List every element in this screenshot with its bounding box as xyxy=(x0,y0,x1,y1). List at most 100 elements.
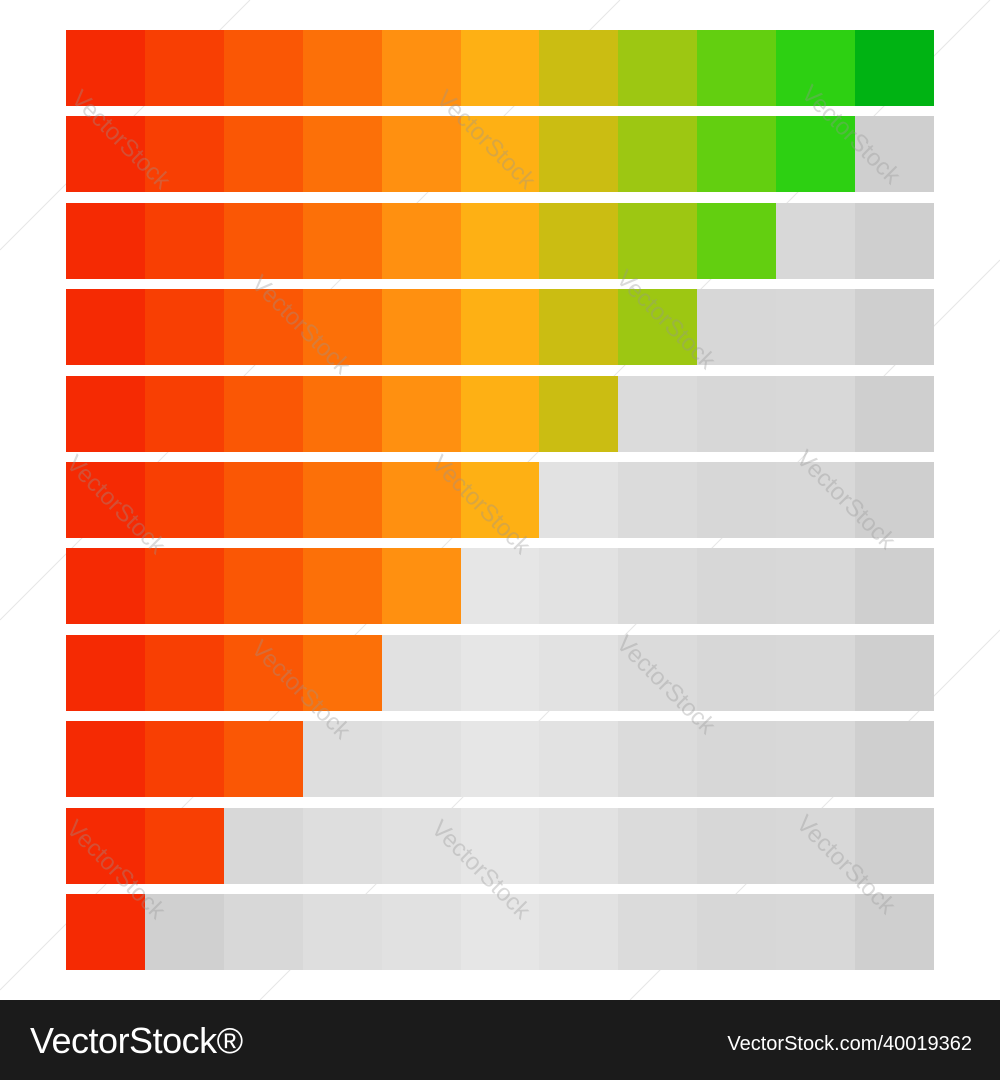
image-id-label: VectorStock.com/40019362 xyxy=(727,1033,972,1055)
level-meter-2 xyxy=(66,807,934,884)
filled-segment xyxy=(144,634,224,711)
empty-segment xyxy=(776,289,856,366)
filled-segment xyxy=(66,548,145,625)
level-meter-10 xyxy=(66,116,934,193)
filled-segment xyxy=(302,634,382,711)
filled-segment xyxy=(223,461,303,538)
footer-bar: VectorStock® VectorStock.com/40019362 xyxy=(0,1000,1000,1080)
empty-segment xyxy=(776,721,856,798)
empty-segment xyxy=(618,461,698,538)
filled-segment xyxy=(302,289,382,366)
filled-segment xyxy=(144,375,224,452)
filled-segment xyxy=(381,30,461,106)
empty-segment xyxy=(618,893,698,970)
empty-segment xyxy=(776,375,856,452)
empty-segment xyxy=(855,721,934,798)
empty-segment xyxy=(539,807,619,884)
empty-segment xyxy=(776,202,856,279)
empty-segment xyxy=(697,634,777,711)
empty-segment xyxy=(618,807,698,884)
empty-segment xyxy=(460,548,540,625)
filled-segment xyxy=(144,548,224,625)
empty-segment xyxy=(618,375,698,452)
empty-segment xyxy=(302,807,382,884)
level-meter-6 xyxy=(66,461,934,538)
filled-segment xyxy=(66,289,145,366)
filled-segment xyxy=(302,548,382,625)
filled-segment xyxy=(66,30,145,106)
filled-segment xyxy=(223,634,303,711)
filled-segment xyxy=(460,461,540,538)
empty-segment xyxy=(460,807,540,884)
filled-segment xyxy=(144,202,224,279)
filled-segment xyxy=(144,721,224,798)
filled-segment xyxy=(776,116,856,193)
empty-segment xyxy=(460,634,540,711)
empty-segment xyxy=(539,893,619,970)
filled-segment xyxy=(539,202,619,279)
filled-segment xyxy=(460,289,540,366)
level-meter-5 xyxy=(66,548,934,625)
empty-segment xyxy=(697,375,777,452)
filled-segment xyxy=(302,30,382,106)
level-meter-8 xyxy=(66,289,934,366)
level-meter-4 xyxy=(66,634,934,711)
filled-segment xyxy=(302,116,382,193)
empty-segment xyxy=(776,461,856,538)
empty-segment xyxy=(539,634,619,711)
filled-segment xyxy=(223,202,303,279)
empty-segment xyxy=(697,807,777,884)
empty-segment xyxy=(697,461,777,538)
empty-segment xyxy=(697,893,777,970)
filled-segment xyxy=(381,289,461,366)
filled-segment xyxy=(539,375,619,452)
empty-segment xyxy=(302,893,382,970)
filled-segment xyxy=(66,375,145,452)
empty-segment xyxy=(776,893,856,970)
filled-segment xyxy=(144,461,224,538)
filled-segment xyxy=(618,202,698,279)
level-meter-7 xyxy=(66,375,934,452)
empty-segment xyxy=(223,893,303,970)
empty-segment xyxy=(460,893,540,970)
filled-segment xyxy=(66,807,145,884)
filled-segment xyxy=(697,202,777,279)
empty-segment xyxy=(618,721,698,798)
empty-segment xyxy=(539,721,619,798)
empty-segment xyxy=(855,893,934,970)
level-meter-stack xyxy=(66,30,934,980)
level-meter-9 xyxy=(66,202,934,279)
filled-segment xyxy=(302,461,382,538)
empty-segment xyxy=(539,461,619,538)
level-meter-3 xyxy=(66,721,934,798)
filled-segment xyxy=(381,202,461,279)
empty-segment xyxy=(855,461,934,538)
filled-segment xyxy=(460,30,540,106)
filled-segment xyxy=(776,30,856,106)
filled-segment xyxy=(144,30,224,106)
filled-segment xyxy=(223,289,303,366)
empty-segment xyxy=(223,807,303,884)
empty-segment xyxy=(618,548,698,625)
empty-segment xyxy=(381,807,461,884)
filled-segment xyxy=(381,375,461,452)
filled-segment xyxy=(223,721,303,798)
filled-segment xyxy=(381,116,461,193)
filled-segment xyxy=(144,289,224,366)
level-meter-1 xyxy=(66,893,934,970)
empty-segment xyxy=(855,807,934,884)
empty-segment xyxy=(697,289,777,366)
filled-segment xyxy=(302,202,382,279)
filled-segment xyxy=(381,461,461,538)
empty-segment xyxy=(539,548,619,625)
empty-segment xyxy=(460,721,540,798)
filled-segment xyxy=(66,116,145,193)
empty-segment xyxy=(144,893,224,970)
empty-segment xyxy=(776,807,856,884)
filled-segment xyxy=(618,30,698,106)
filled-segment xyxy=(460,202,540,279)
filled-segment xyxy=(223,30,303,106)
empty-segment xyxy=(855,116,934,193)
empty-segment xyxy=(697,548,777,625)
filled-segment xyxy=(539,289,619,366)
